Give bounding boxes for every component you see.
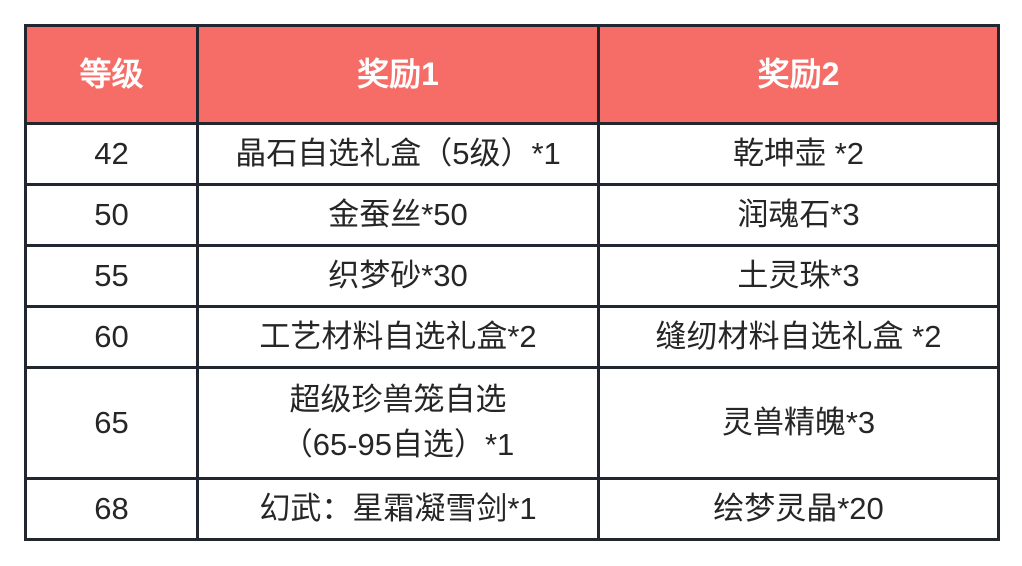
reward1-cell: 织梦砂*30: [196, 244, 600, 308]
reward1-cell: 工艺材料自选礼盒*2: [196, 305, 600, 369]
reward2-cell: 乾坤壶 *2: [597, 122, 1000, 186]
table-row: 50 金蚕丝*50 润魂石*3: [24, 183, 1000, 247]
level-cell: 42: [24, 122, 199, 186]
level-cell: 65: [24, 366, 199, 480]
table-row: 55 织梦砂*30 土灵珠*3: [24, 244, 1000, 308]
header-level: 等级: [24, 24, 199, 125]
reward1-cell: 超级珍兽笼自选 （65-95自选）*1: [196, 366, 600, 480]
reward2-cell: 润魂石*3: [597, 183, 1000, 247]
level-cell: 50: [24, 183, 199, 247]
reward2-cell: 绘梦灵晶*20: [597, 477, 1000, 541]
table-row: 60 工艺材料自选礼盒*2 缝纫材料自选礼盒 *2: [24, 305, 1000, 369]
reward2-cell: 土灵珠*3: [597, 244, 1000, 308]
reward2-cell: 灵兽精魄*3: [597, 366, 1000, 480]
level-cell: 55: [24, 244, 199, 308]
reward1-cell: 晶石自选礼盒（5级）*1: [196, 122, 600, 186]
header-row: 等级 奖励1 奖励2: [24, 24, 1000, 125]
table-row: 42 晶石自选礼盒（5级）*1 乾坤壶 *2: [24, 122, 1000, 186]
header-reward1: 奖励1: [196, 24, 600, 125]
reward2-cell: 缝纫材料自选礼盒 *2: [597, 305, 1000, 369]
rewards-table: 等级 奖励1 奖励2 42 晶石自选礼盒（5级）*1 乾坤壶 *2 50 金蚕丝…: [24, 24, 1000, 541]
table-row: 68 幻武：星霜凝雪剑*1 绘梦灵晶*20: [24, 477, 1000, 541]
table-row: 65 超级珍兽笼自选 （65-95自选）*1 灵兽精魄*3: [24, 366, 1000, 480]
level-cell: 60: [24, 305, 199, 369]
header-reward2: 奖励2: [597, 24, 1000, 125]
reward1-cell: 金蚕丝*50: [196, 183, 600, 247]
level-cell: 68: [24, 477, 199, 541]
reward1-cell: 幻武：星霜凝雪剑*1: [196, 477, 600, 541]
